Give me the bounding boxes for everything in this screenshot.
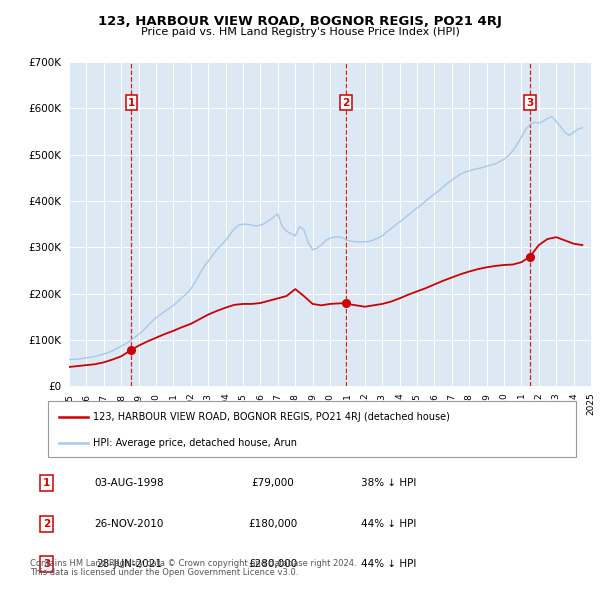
Text: £79,000: £79,000 <box>251 478 294 488</box>
Text: £180,000: £180,000 <box>248 519 298 529</box>
Text: 28-JUN-2021: 28-JUN-2021 <box>97 559 163 569</box>
Text: 03-AUG-1998: 03-AUG-1998 <box>95 478 164 488</box>
Text: 2: 2 <box>342 97 349 107</box>
Text: 38% ↓ HPI: 38% ↓ HPI <box>361 478 416 488</box>
Text: 123, HARBOUR VIEW ROAD, BOGNOR REGIS, PO21 4RJ: 123, HARBOUR VIEW ROAD, BOGNOR REGIS, PO… <box>98 15 502 28</box>
Text: 1: 1 <box>128 97 135 107</box>
Text: This data is licensed under the Open Government Licence v3.0.: This data is licensed under the Open Gov… <box>30 568 298 577</box>
Text: Contains HM Land Registry data © Crown copyright and database right 2024.: Contains HM Land Registry data © Crown c… <box>30 559 356 568</box>
Text: 3: 3 <box>43 559 50 569</box>
Text: 44% ↓ HPI: 44% ↓ HPI <box>361 519 416 529</box>
Text: 26-NOV-2010: 26-NOV-2010 <box>95 519 164 529</box>
Text: Price paid vs. HM Land Registry's House Price Index (HPI): Price paid vs. HM Land Registry's House … <box>140 27 460 37</box>
Text: 123, HARBOUR VIEW ROAD, BOGNOR REGIS, PO21 4RJ (detached house): 123, HARBOUR VIEW ROAD, BOGNOR REGIS, PO… <box>93 412 450 422</box>
Text: 1: 1 <box>43 478 50 488</box>
Text: HPI: Average price, detached house, Arun: HPI: Average price, detached house, Arun <box>93 438 297 448</box>
Text: £280,000: £280,000 <box>248 559 298 569</box>
Text: 3: 3 <box>526 97 533 107</box>
Text: 44% ↓ HPI: 44% ↓ HPI <box>361 559 416 569</box>
Text: 2: 2 <box>43 519 50 529</box>
